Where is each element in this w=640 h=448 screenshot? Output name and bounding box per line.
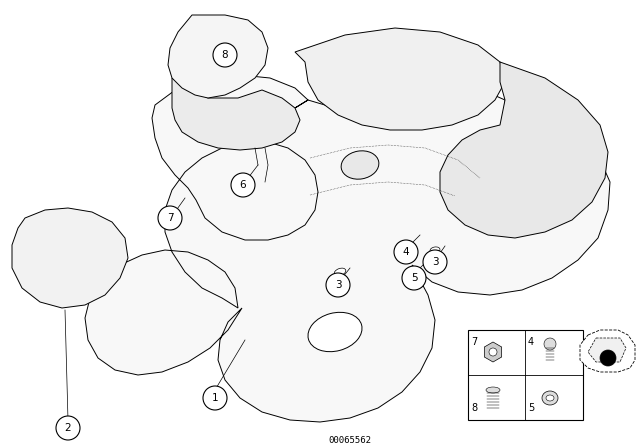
Circle shape — [56, 416, 80, 440]
Polygon shape — [580, 330, 635, 372]
Text: 7: 7 — [166, 213, 173, 223]
Text: 8: 8 — [221, 50, 228, 60]
Ellipse shape — [334, 268, 346, 276]
Polygon shape — [172, 78, 300, 150]
Text: 6: 6 — [240, 180, 246, 190]
Text: 4: 4 — [403, 247, 410, 257]
Circle shape — [158, 206, 182, 230]
Polygon shape — [484, 342, 502, 362]
Circle shape — [544, 338, 556, 350]
Circle shape — [203, 386, 227, 410]
Text: 8: 8 — [471, 403, 477, 413]
Circle shape — [326, 273, 350, 297]
Circle shape — [489, 348, 497, 356]
Polygon shape — [295, 28, 505, 130]
Circle shape — [213, 43, 237, 67]
Text: 1: 1 — [212, 393, 218, 403]
Polygon shape — [168, 15, 268, 98]
Text: 5: 5 — [411, 273, 417, 283]
Circle shape — [231, 173, 255, 197]
Circle shape — [402, 266, 426, 290]
Ellipse shape — [308, 312, 362, 352]
Text: 7: 7 — [471, 337, 477, 347]
Ellipse shape — [430, 247, 440, 253]
Text: 5: 5 — [528, 403, 534, 413]
Ellipse shape — [486, 387, 500, 393]
Polygon shape — [85, 75, 610, 422]
Ellipse shape — [341, 151, 379, 179]
Ellipse shape — [542, 391, 558, 405]
Circle shape — [423, 250, 447, 274]
Bar — [468, 330, 583, 420]
Text: 3: 3 — [335, 280, 341, 290]
Circle shape — [600, 350, 616, 366]
Polygon shape — [12, 208, 128, 308]
Text: 00065562: 00065562 — [328, 435, 371, 444]
Text: 4: 4 — [528, 337, 534, 347]
Text: 2: 2 — [65, 423, 71, 433]
Text: 3: 3 — [432, 257, 438, 267]
Circle shape — [394, 240, 418, 264]
Polygon shape — [440, 62, 608, 238]
Polygon shape — [588, 338, 626, 362]
Ellipse shape — [546, 395, 554, 401]
